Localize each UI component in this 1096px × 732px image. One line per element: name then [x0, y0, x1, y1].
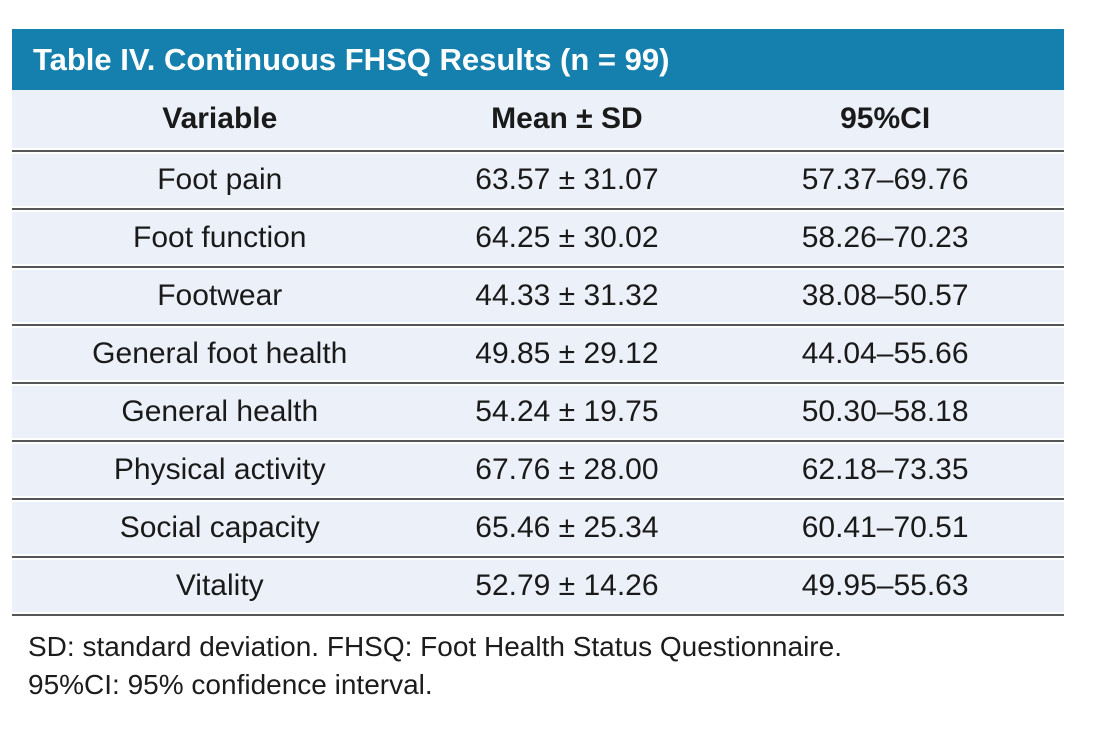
- table-row: Foot pain 63.57 ± 31.07 57.37–69.76: [12, 154, 1064, 206]
- ci-cell: 62.18–73.35: [801, 453, 969, 486]
- variable-cell: Foot function: [133, 221, 307, 254]
- row-divider: [12, 150, 1064, 152]
- table-title-bar: Table IV. Continuous FHSQ Results (n = 9…: [12, 29, 1064, 90]
- table-row: General foot health 49.85 ± 29.12 44.04–…: [12, 328, 1064, 380]
- fhsq-results-table: Table IV. Continuous FHSQ Results (n = 9…: [12, 29, 1064, 704]
- ci-cell: 38.08–50.57: [801, 279, 969, 312]
- ci-cell: 57.37–69.76: [801, 163, 969, 196]
- table-row: General health 54.24 ± 19.75 50.30–58.18: [12, 386, 1064, 438]
- mean-sd-cell: 52.79 ± 14.26: [475, 569, 659, 602]
- ci-cell: 60.41–70.51: [801, 511, 969, 544]
- table-row: Social capacity 65.46 ± 25.34 60.41–70.5…: [12, 502, 1064, 554]
- variable-cell: General foot health: [92, 337, 348, 370]
- variable-cell: Vitality: [175, 569, 264, 602]
- variable-cell: Physical activity: [113, 453, 326, 486]
- table-title: Table IV. Continuous FHSQ Results (n = 9…: [33, 41, 670, 77]
- variable-cell: Footwear: [157, 279, 283, 312]
- mean-sd-cell: 49.85 ± 29.12: [475, 337, 659, 370]
- mean-sd-cell: 44.33 ± 31.32: [475, 279, 659, 312]
- column-header-95ci: 95%CI: [840, 102, 931, 135]
- table-header-row: Variable Mean ± SD 95%CI: [12, 90, 1064, 148]
- table-bottom-rule: [12, 614, 1064, 616]
- mean-sd-cell: 54.24 ± 19.75: [475, 395, 659, 428]
- ci-cell: 49.95–55.63: [801, 569, 969, 602]
- mean-sd-cell: 67.76 ± 28.00: [475, 453, 659, 486]
- column-header-variable: Variable: [162, 102, 278, 135]
- table-footnotes: SD: standard deviation. FHSQ: Foot Healt…: [28, 628, 1064, 704]
- mean-sd-cell: 65.46 ± 25.34: [475, 511, 659, 544]
- variable-cell: Social capacity: [119, 511, 320, 544]
- row-divider: [12, 324, 1064, 326]
- table-row: Vitality 52.79 ± 14.26 49.95–55.63: [12, 560, 1064, 612]
- row-divider: [12, 498, 1064, 500]
- row-divider: [12, 208, 1064, 210]
- column-header-mean-sd: Mean ± SD: [491, 102, 643, 135]
- footnote-line: 95%CI: 95% confidence interval.: [28, 669, 433, 700]
- table-row: Physical activity 67.76 ± 28.00 62.18–73…: [12, 444, 1064, 496]
- ci-cell: 50.30–58.18: [801, 395, 969, 428]
- variable-cell: General health: [121, 395, 319, 428]
- table-row: Footwear 44.33 ± 31.32 38.08–50.57: [12, 270, 1064, 322]
- row-divider: [12, 266, 1064, 268]
- variable-cell: Foot pain: [157, 163, 283, 196]
- mean-sd-cell: 64.25 ± 30.02: [475, 221, 659, 254]
- ci-cell: 44.04–55.66: [801, 337, 969, 370]
- row-divider: [12, 440, 1064, 442]
- ci-cell: 58.26–70.23: [801, 221, 969, 254]
- row-divider: [12, 556, 1064, 558]
- row-divider: [12, 382, 1064, 384]
- table-row: Foot function 64.25 ± 30.02 58.26–70.23: [12, 212, 1064, 264]
- mean-sd-cell: 63.57 ± 31.07: [475, 163, 659, 196]
- footnote-line: SD: standard deviation. FHSQ: Foot Healt…: [28, 631, 842, 662]
